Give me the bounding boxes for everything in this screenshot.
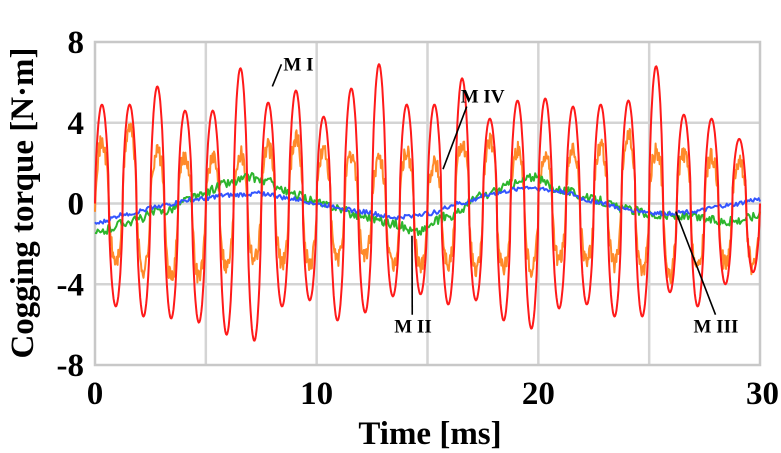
x-tick-label: 20 xyxy=(522,376,555,412)
x-axis-title: Time [ms] xyxy=(358,416,501,452)
series-line-m-i xyxy=(94,63,761,342)
series-labels: M I M II M III M IV xyxy=(271,54,739,338)
x-tick-label: 10 xyxy=(300,376,333,412)
leader-line-m-iii xyxy=(675,211,717,315)
leader-line-m-i xyxy=(271,63,283,87)
leader-line-m-iv xyxy=(442,106,468,170)
x-tick-label: 0 xyxy=(87,376,104,412)
y-tick-label: -8 xyxy=(57,348,85,384)
series-label-m-ii: M II xyxy=(394,317,431,338)
y-axis-title: Cogging torque [N·m] xyxy=(5,47,41,358)
y-tick-label: -4 xyxy=(57,267,85,303)
series-label-m-i: M I xyxy=(283,54,313,75)
series-layer xyxy=(94,63,761,342)
y-tick-label: 4 xyxy=(68,106,85,142)
series-label-m-iv: M IV xyxy=(461,87,505,108)
x-tick-labels: 0 10 20 30 xyxy=(87,376,779,412)
y-tick-label: 8 xyxy=(68,25,85,61)
y-tick-labels: -8 -4 0 4 8 xyxy=(57,25,85,384)
series-label-m-iii: M III xyxy=(694,317,739,338)
y-tick-label: 0 xyxy=(68,187,85,223)
x-tick-label: 30 xyxy=(746,376,779,412)
